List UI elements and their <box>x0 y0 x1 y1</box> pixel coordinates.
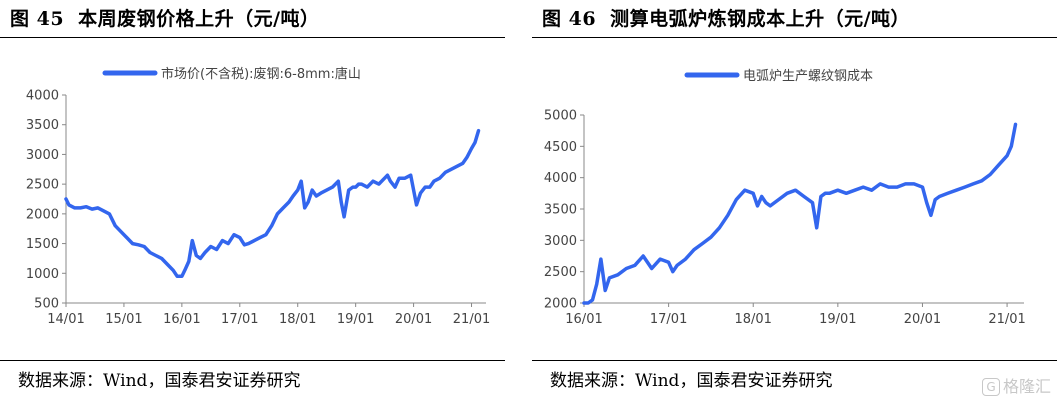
x-tick-label: 16/01 <box>163 312 200 327</box>
y-tick-label: 5000 <box>544 109 577 124</box>
x-tick-label: 20/01 <box>904 312 941 327</box>
watermark-logo-icon: G <box>981 378 1000 396</box>
figure-title-text: 测算电弧炉炼钢成本上升（元/吨） <box>610 8 911 30</box>
figure-title: 图 46 测算电弧炉炼钢成本上升（元/吨） <box>542 4 910 31</box>
y-tick-label: 1500 <box>26 237 59 252</box>
source-note: 数据来源：Wind，国泰君安证券研究 <box>550 371 833 391</box>
x-tick-label: 18/01 <box>279 312 316 327</box>
source-note: 数据来源：Wind，国泰君安证券研究 <box>18 371 301 391</box>
y-tick-label: 3000 <box>26 148 59 163</box>
y-tick-label: 3500 <box>544 203 577 218</box>
y-tick-label: 3000 <box>544 234 577 249</box>
x-tick-label: 19/01 <box>819 312 856 327</box>
source-rule <box>532 360 1057 361</box>
x-tick-label: 20/01 <box>395 312 432 327</box>
source-rule <box>0 360 505 361</box>
line-chart: 500 1000 1500 2000 2500 3000 3500 4000 14/01 15/0… <box>26 66 490 327</box>
x-tick-label: 21/01 <box>988 312 1025 327</box>
legend-label: 市场价(不含税):废钢:6-8mm:唐山 <box>161 66 361 82</box>
figure-number: 图 46 <box>542 8 597 30</box>
y-tick-label: 4000 <box>544 171 577 186</box>
line-chart: 2000 2500 3000 3500 4000 4500 5000 16/01 17/01 18… <box>544 69 1026 327</box>
title-rule <box>532 37 1057 38</box>
figure-panel-right: 图 46 测算电弧炉炼钢成本上升（元/吨） 2000 2500 3000 3500 400… <box>532 0 1057 403</box>
y-tick-label: 2000 <box>26 207 59 222</box>
title-rule <box>0 37 505 38</box>
x-tick-label: 19/01 <box>337 312 374 327</box>
x-tick-label: 21/01 <box>453 312 490 327</box>
watermark: G 格隆汇 <box>981 373 1051 397</box>
figure-panel-left: 图 45 本周废钢价格上升（元/吨） 500 1000 1500 2000 2500 300… <box>0 0 505 403</box>
y-tick-label: 2500 <box>544 265 577 280</box>
x-tick-label: 14/01 <box>47 312 84 327</box>
series-line <box>64 128 481 279</box>
y-tick-label: 2000 <box>544 297 577 312</box>
y-tick-label: 3500 <box>26 118 59 133</box>
figure-title-text: 本周废钢价格上升（元/吨） <box>78 8 320 30</box>
x-tick-label: 17/01 <box>650 312 687 327</box>
x-tick-label: 18/01 <box>734 312 771 327</box>
x-tick-label: 16/01 <box>565 312 602 327</box>
y-tick-label: 500 <box>34 297 59 312</box>
y-tick-label: 4500 <box>544 140 577 155</box>
figure-number: 图 45 <box>10 8 65 30</box>
y-tick-label: 4000 <box>26 89 59 104</box>
x-tick-label: 17/01 <box>221 312 258 327</box>
y-tick-label: 2500 <box>26 178 59 193</box>
x-tick-label: 15/01 <box>105 312 142 327</box>
y-tick-label: 1000 <box>26 267 59 282</box>
legend-label: 电弧炉生产螺纹钢成本 <box>743 69 873 84</box>
watermark-text: 格隆汇 <box>1002 377 1051 396</box>
figure-title: 图 45 本周废钢价格上升（元/吨） <box>10 4 320 31</box>
series-line <box>582 122 1018 305</box>
